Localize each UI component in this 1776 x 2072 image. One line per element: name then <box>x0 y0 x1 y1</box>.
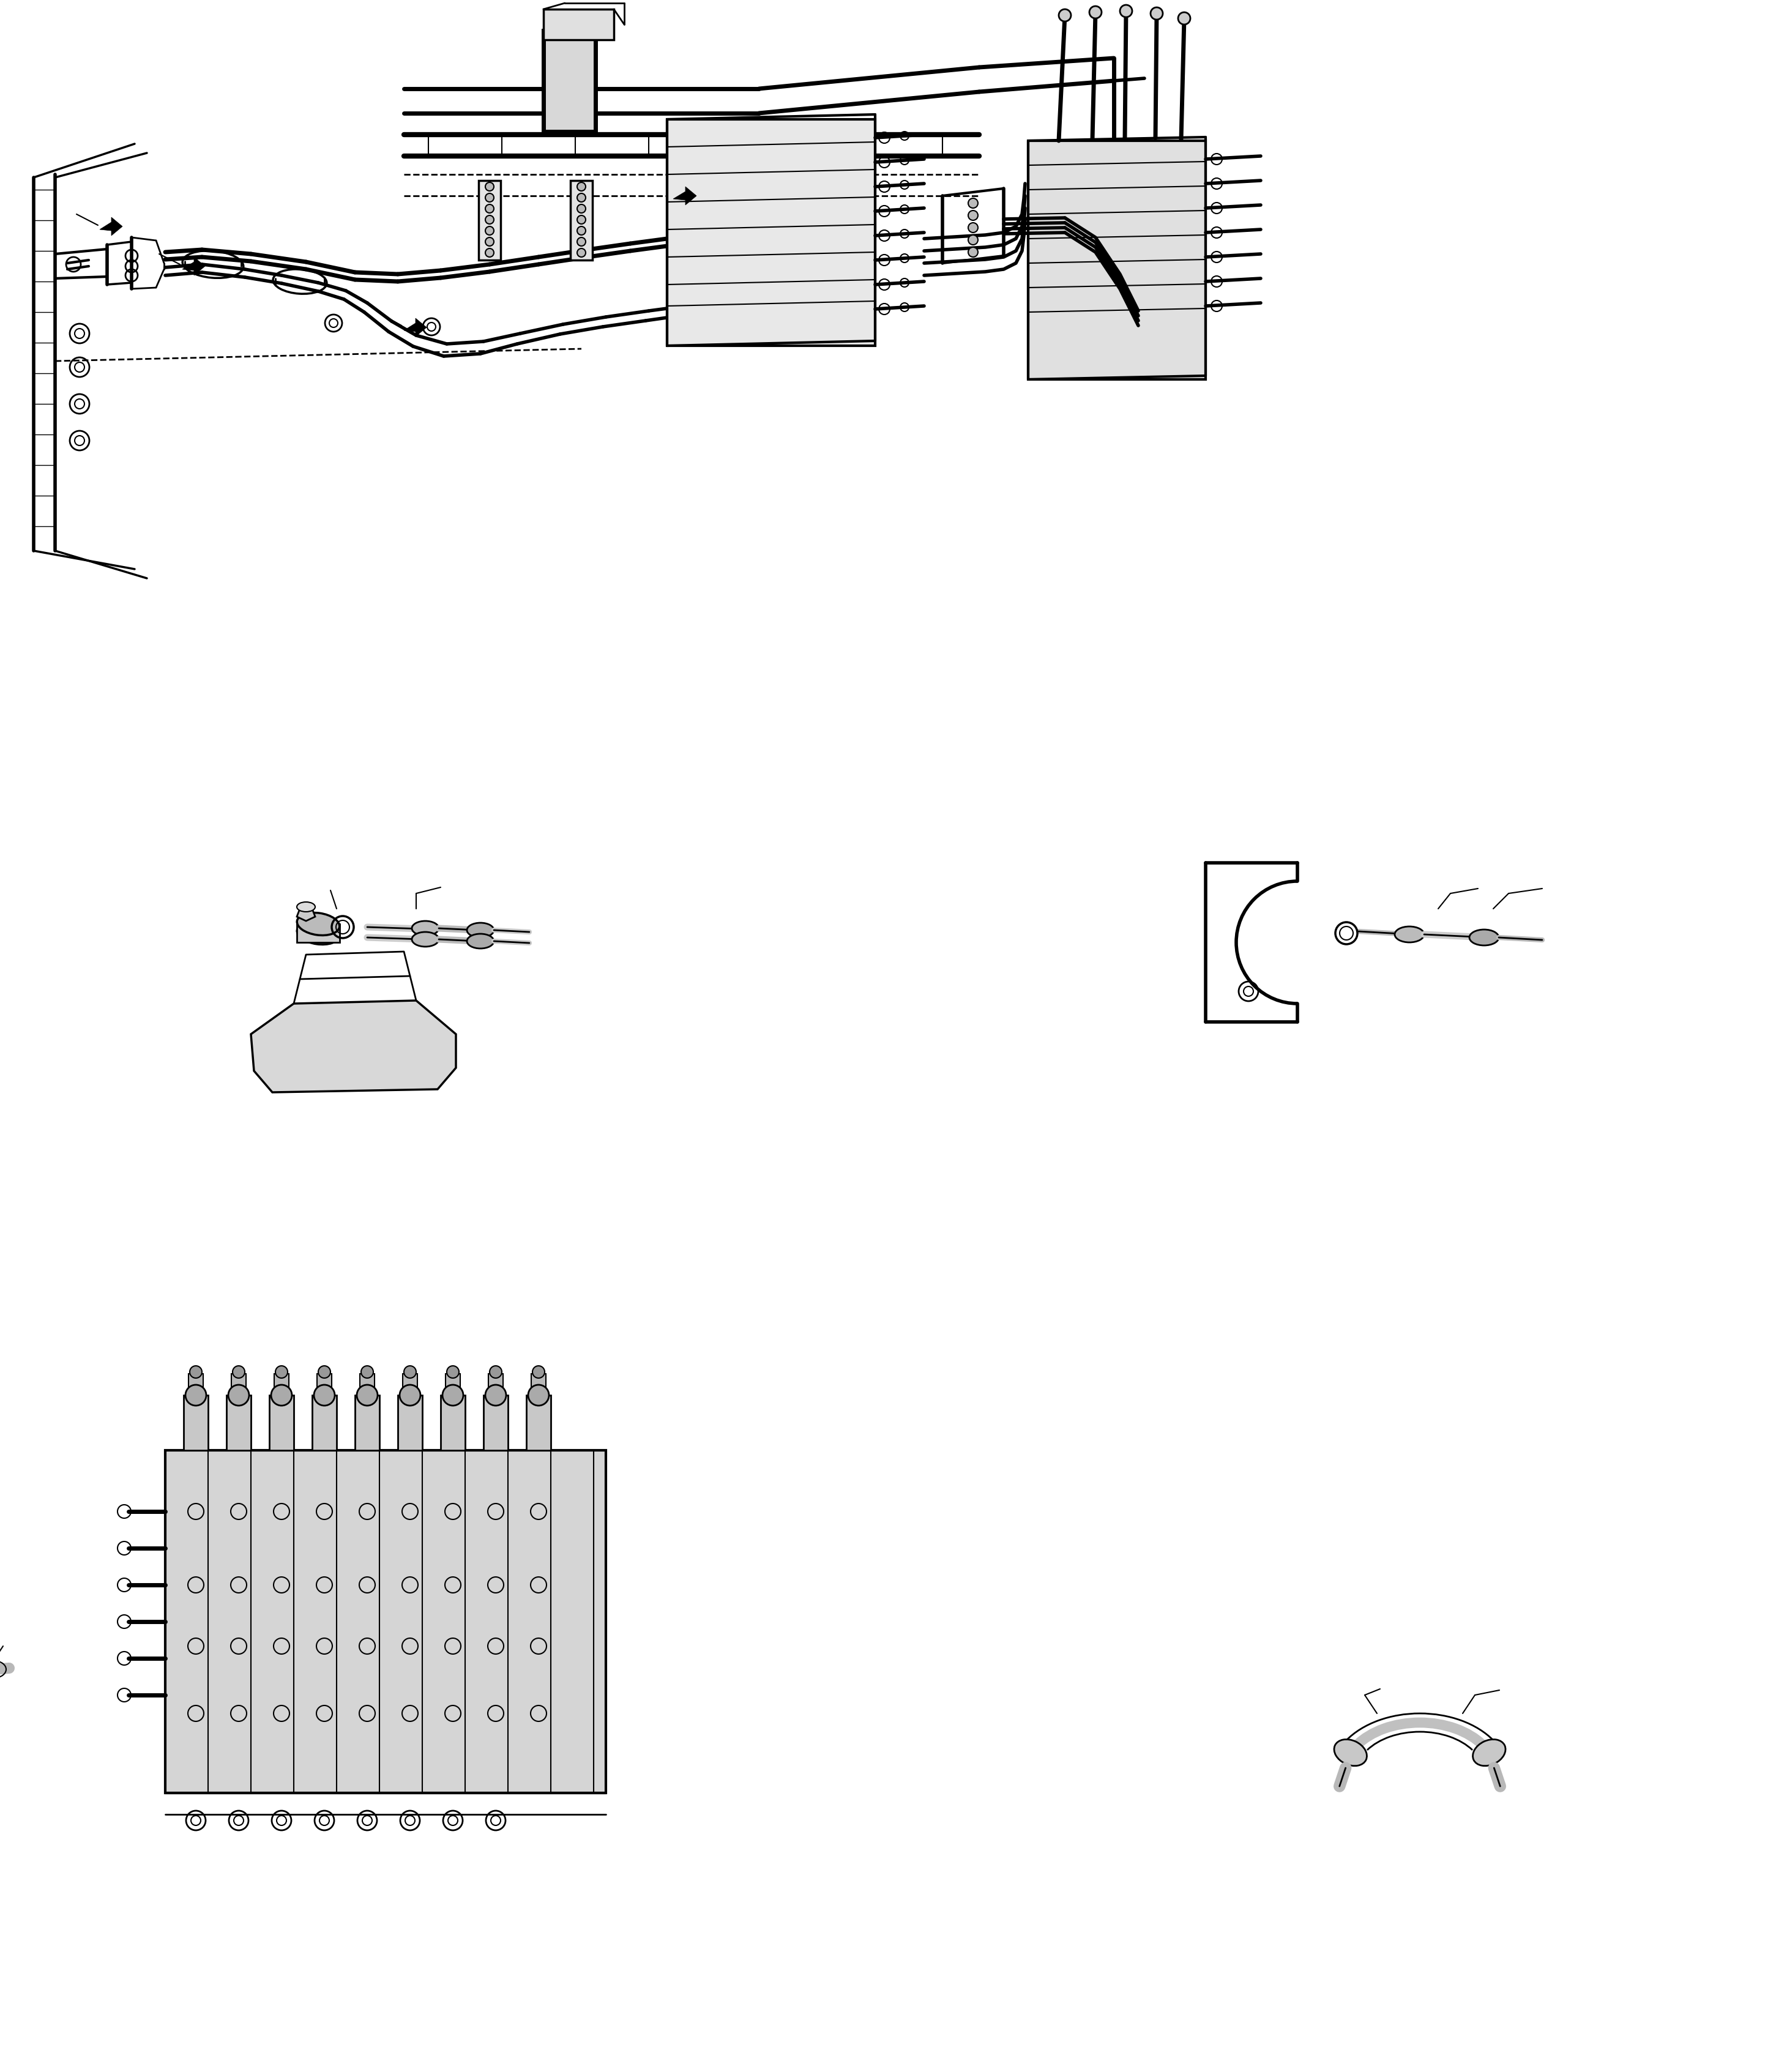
Bar <box>446 1374 460 1394</box>
Bar <box>1028 141 1206 379</box>
Circle shape <box>485 238 494 247</box>
Circle shape <box>272 1384 291 1405</box>
Ellipse shape <box>1394 926 1424 943</box>
Bar <box>313 1394 337 1450</box>
Bar <box>316 1374 332 1394</box>
Bar <box>361 1374 375 1394</box>
Bar <box>183 1394 208 1450</box>
Circle shape <box>577 215 586 224</box>
Circle shape <box>1177 12 1190 25</box>
Bar <box>226 1394 250 1450</box>
Bar <box>570 180 593 261</box>
Ellipse shape <box>1469 930 1499 945</box>
Circle shape <box>968 234 979 244</box>
Polygon shape <box>250 1001 456 1092</box>
Circle shape <box>318 1365 330 1378</box>
Bar <box>488 1374 503 1394</box>
Circle shape <box>577 238 586 247</box>
Circle shape <box>577 205 586 213</box>
Bar <box>543 31 595 131</box>
Circle shape <box>968 199 979 207</box>
Circle shape <box>577 193 586 201</box>
Polygon shape <box>99 218 123 236</box>
Circle shape <box>485 1384 506 1405</box>
Circle shape <box>448 1365 458 1378</box>
Ellipse shape <box>412 932 439 947</box>
Circle shape <box>577 249 586 257</box>
Circle shape <box>968 211 979 220</box>
Ellipse shape <box>297 901 314 912</box>
Ellipse shape <box>297 912 339 934</box>
Bar <box>440 1394 465 1450</box>
Circle shape <box>968 224 979 232</box>
Circle shape <box>490 1365 503 1378</box>
Bar <box>274 1374 289 1394</box>
Bar <box>231 1374 247 1394</box>
Bar <box>398 1394 423 1450</box>
Bar <box>668 120 876 346</box>
Polygon shape <box>403 319 426 336</box>
Circle shape <box>185 1384 206 1405</box>
Circle shape <box>233 1365 245 1378</box>
Circle shape <box>485 182 494 191</box>
Bar <box>478 180 501 261</box>
Bar <box>355 1394 380 1450</box>
Circle shape <box>275 1365 288 1378</box>
Ellipse shape <box>412 920 439 937</box>
Circle shape <box>229 1384 249 1405</box>
Ellipse shape <box>1334 1738 1368 1765</box>
Circle shape <box>485 226 494 234</box>
Bar <box>270 1394 293 1450</box>
Circle shape <box>527 1384 549 1405</box>
Ellipse shape <box>1472 1738 1506 1765</box>
Circle shape <box>485 215 494 224</box>
Circle shape <box>314 1384 334 1405</box>
Bar <box>526 1394 551 1450</box>
Circle shape <box>485 193 494 201</box>
Circle shape <box>485 249 494 257</box>
Circle shape <box>400 1384 421 1405</box>
Circle shape <box>357 1384 378 1405</box>
Bar <box>403 1374 417 1394</box>
Circle shape <box>361 1365 373 1378</box>
Bar <box>483 1394 508 1450</box>
Circle shape <box>577 182 586 191</box>
Ellipse shape <box>297 922 339 945</box>
Ellipse shape <box>467 922 494 937</box>
Bar <box>297 924 339 943</box>
Circle shape <box>485 205 494 213</box>
Circle shape <box>968 247 979 257</box>
Circle shape <box>1058 8 1071 21</box>
Polygon shape <box>673 186 696 205</box>
Polygon shape <box>183 257 204 276</box>
Circle shape <box>403 1365 416 1378</box>
Polygon shape <box>297 910 314 920</box>
Circle shape <box>190 1365 202 1378</box>
Bar <box>188 1374 202 1394</box>
Bar <box>531 1374 545 1394</box>
Bar <box>543 8 614 39</box>
Bar <box>165 1450 606 1792</box>
Circle shape <box>442 1384 464 1405</box>
Circle shape <box>1121 4 1131 17</box>
Circle shape <box>1151 8 1163 19</box>
Circle shape <box>577 226 586 234</box>
Circle shape <box>533 1365 545 1378</box>
Circle shape <box>1089 6 1101 19</box>
Ellipse shape <box>467 934 494 949</box>
